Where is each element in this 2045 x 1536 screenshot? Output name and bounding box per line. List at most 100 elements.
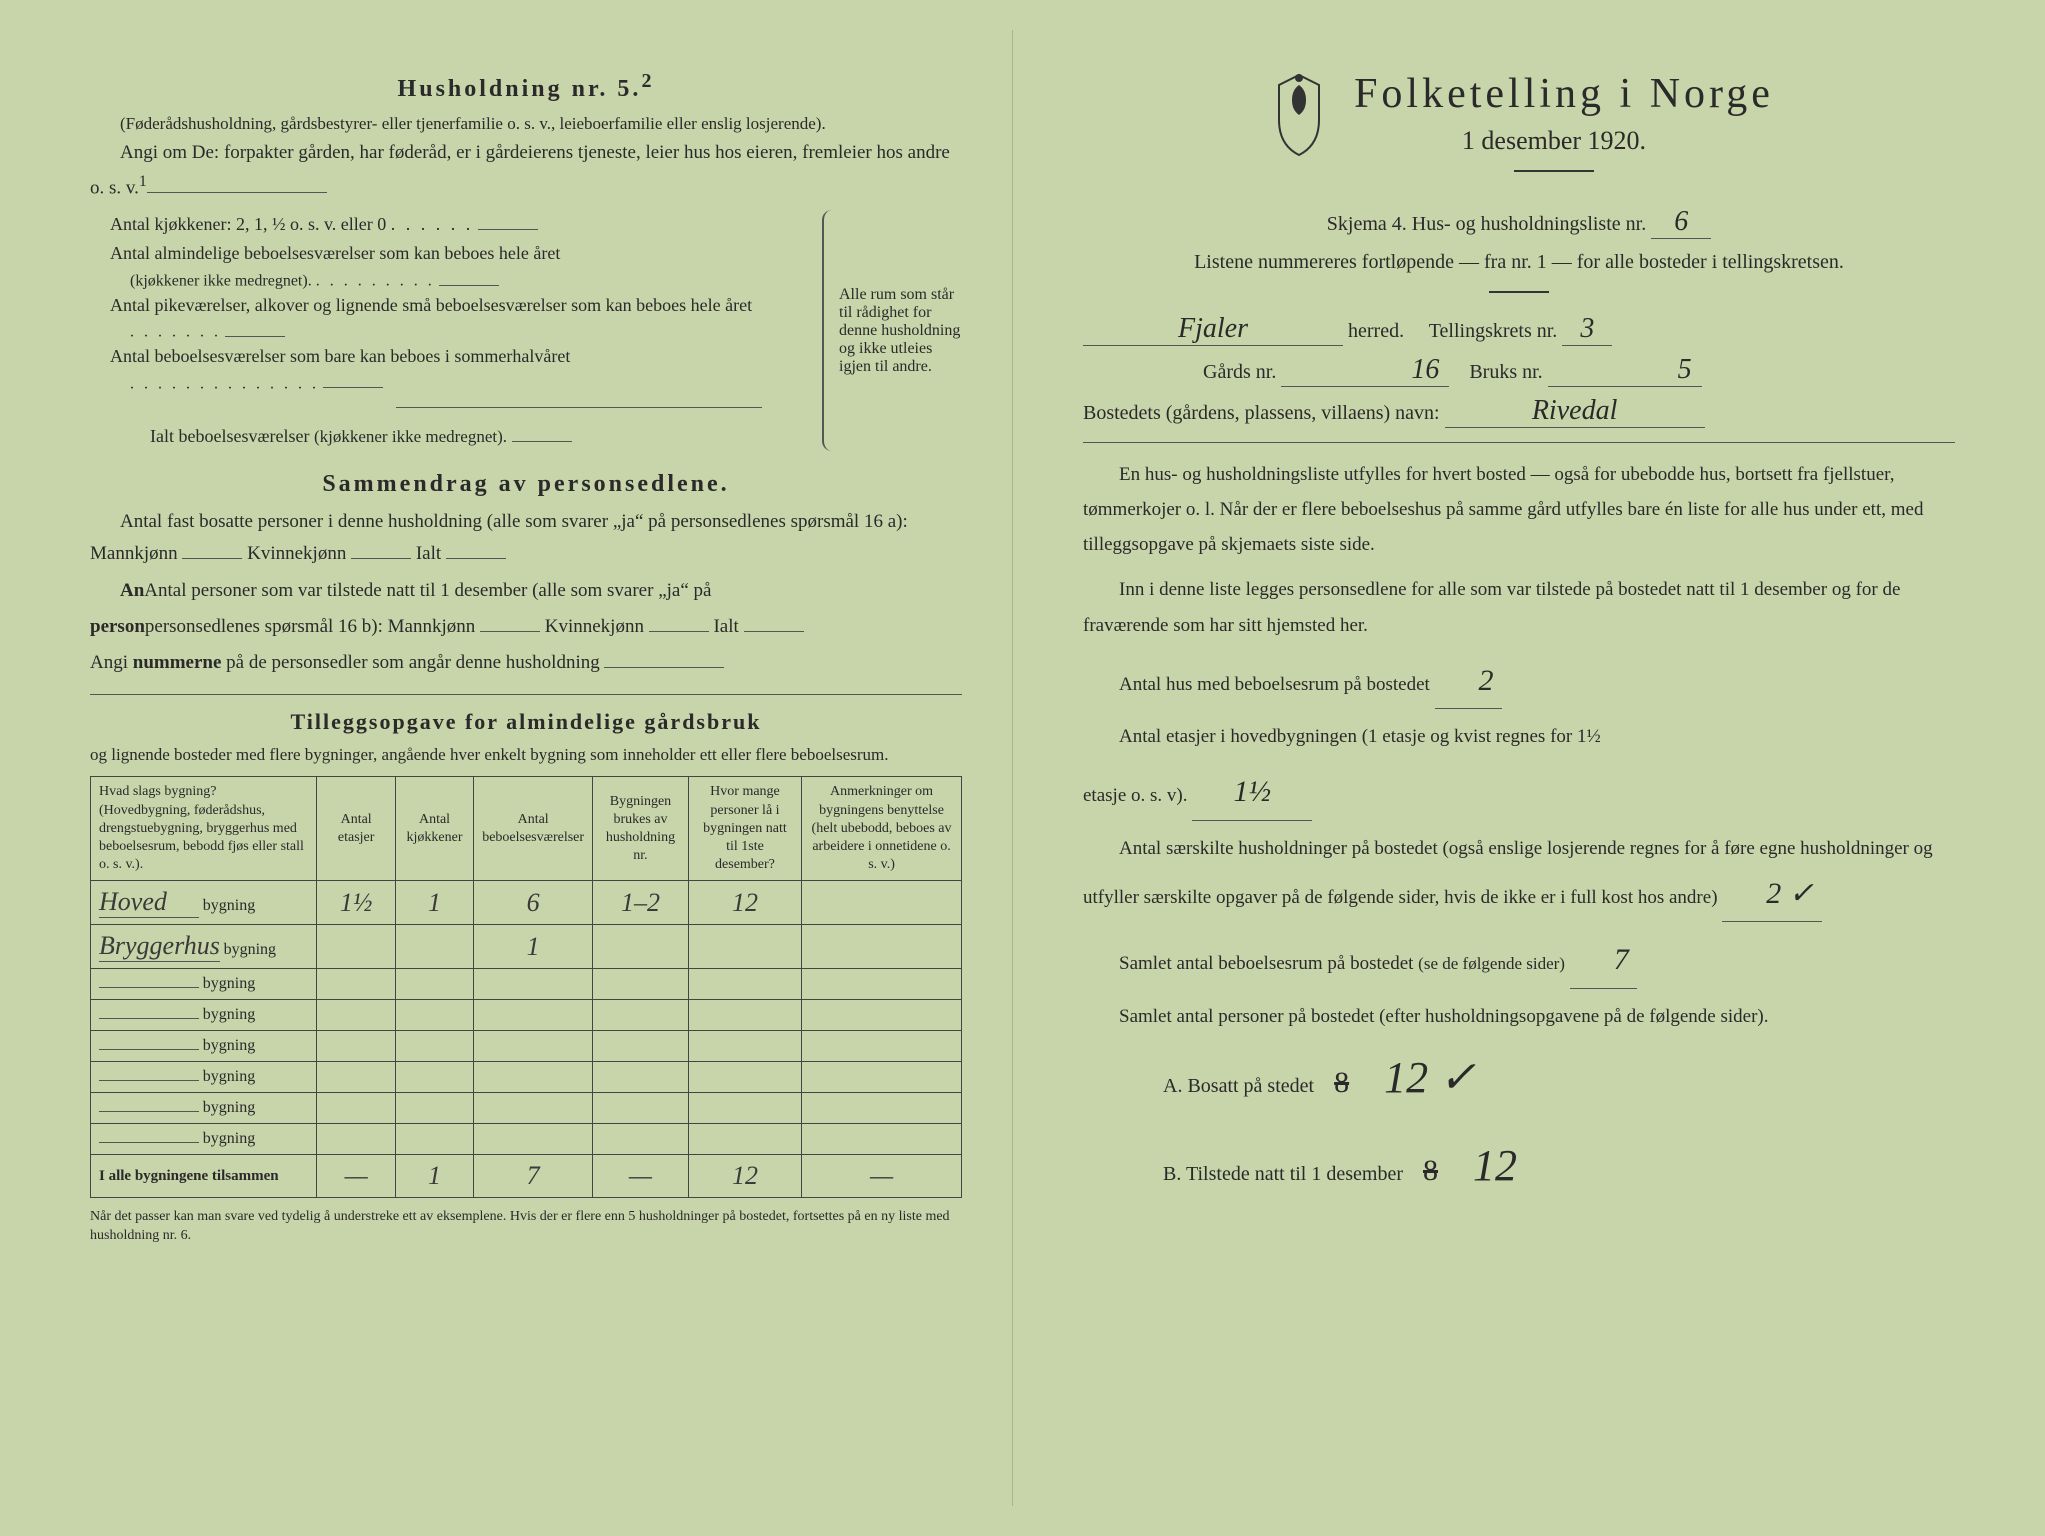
row-rum[interactable] (474, 1031, 593, 1062)
row-anm[interactable] (802, 1124, 962, 1155)
tillegg-heading: Tilleggsopgave for almindelige gårdsbruk (90, 709, 962, 735)
row-rum[interactable] (474, 1093, 593, 1124)
row-rum[interactable] (474, 1062, 593, 1093)
row-pers[interactable] (688, 925, 801, 969)
row-anm[interactable] (802, 1062, 962, 1093)
row-etasjer[interactable] (317, 925, 395, 969)
row-building-type[interactable]: Hoved bygning (91, 881, 317, 925)
household-heading-text: Husholdning nr. 5. (398, 76, 642, 102)
krets-field[interactable]: 3 (1562, 313, 1612, 346)
row-kjokken[interactable] (395, 1000, 473, 1031)
row-kjokken[interactable] (395, 925, 473, 969)
qA-label: A. Bosatt på stedet (1163, 1075, 1314, 1097)
row-kjokken[interactable] (395, 1124, 473, 1155)
row-etasjer[interactable] (317, 1093, 395, 1124)
row-hush[interactable] (593, 969, 689, 1000)
row-kjokken[interactable] (395, 1031, 473, 1062)
row-etasjer[interactable] (317, 1031, 395, 1062)
skjema-nr-field[interactable]: 6 (1651, 206, 1711, 239)
row-building-type[interactable]: bygning (91, 1093, 317, 1124)
row-pers[interactable]: 12 (688, 881, 801, 925)
title-text-block: Folketelling i Norge 1 desember 1920. (1334, 70, 1774, 186)
row-pers[interactable] (688, 969, 801, 1000)
mann-blank-2[interactable] (480, 611, 540, 632)
th-0: Hvad slags bygning? (Hovedbygning, føder… (91, 777, 317, 881)
summary-p2: AnAntal personer som var tilstede natt t… (90, 575, 962, 607)
row-building-type[interactable]: bygning (91, 1062, 317, 1093)
row-kjokken[interactable]: 1 (395, 881, 473, 925)
table-footer: I alle bygningene tilsammen — 1 7 — 12 — (91, 1155, 962, 1198)
rooms-maid-blank[interactable] (225, 319, 285, 337)
row-hush[interactable] (593, 1124, 689, 1155)
table-row: bygning (91, 1093, 962, 1124)
row-kjokken[interactable] (395, 1093, 473, 1124)
kvinne-blank-2[interactable] (649, 611, 709, 632)
q3-value[interactable]: 2 ✓ (1722, 866, 1822, 923)
row-anm[interactable] (802, 881, 962, 925)
summary-p3-blank[interactable] (604, 647, 724, 668)
qB-value[interactable]: 12 (1473, 1141, 1517, 1190)
row-etasjer[interactable]: 1½ (317, 881, 395, 925)
gards-field[interactable]: 16 (1281, 354, 1449, 387)
row-etasjer[interactable] (317, 1124, 395, 1155)
antal-bold: An (120, 580, 144, 601)
row-building-type[interactable]: bygning (91, 969, 317, 1000)
rooms-all-year-blank[interactable] (439, 268, 499, 286)
summary-p3-text: på de personsedler som angår denne husho… (226, 652, 600, 673)
row-rum[interactable] (474, 969, 593, 1000)
row-building-type[interactable]: bygning (91, 1000, 317, 1031)
qA: A. Bosatt på stedet 8 12 ✓ (1083, 1034, 1955, 1122)
q2-label-b: etasje o. s. v). (1083, 785, 1187, 806)
row-pers[interactable] (688, 1093, 801, 1124)
herred-field[interactable]: Fjaler (1083, 313, 1343, 346)
row-anm[interactable] (802, 969, 962, 1000)
kvinne-blank-1[interactable] (351, 539, 411, 560)
row-hush[interactable] (593, 925, 689, 969)
row-rum[interactable] (474, 1000, 593, 1031)
summary-p2b-text: personsedlenes spørsmål 16 b): Mannkjønn (145, 616, 475, 637)
divider-1 (90, 694, 962, 695)
row-etasjer[interactable] (317, 969, 395, 1000)
row-rum[interactable] (474, 1124, 593, 1155)
row-rum[interactable]: 6 (474, 881, 593, 925)
total-rum: 7 (474, 1155, 593, 1198)
q4-value[interactable]: 7 (1570, 932, 1637, 989)
row-hush[interactable] (593, 1062, 689, 1093)
q1-value[interactable]: 2 (1435, 653, 1502, 710)
qA-value[interactable]: 12 ✓ (1384, 1053, 1476, 1102)
tillegg-note-text: og lignende bosteder med flere bygninger… (90, 745, 889, 764)
row-building-type[interactable]: bygning (91, 1031, 317, 1062)
row-etasjer[interactable] (317, 1062, 395, 1093)
row-rum[interactable]: 1 (474, 925, 593, 969)
row-kjokken[interactable] (395, 1062, 473, 1093)
q2-value[interactable]: 1½ (1192, 764, 1312, 821)
row-pers[interactable] (688, 1000, 801, 1031)
rooms-summer-blank[interactable] (323, 371, 383, 389)
row-building-type[interactable]: bygning (91, 1124, 317, 1155)
row-hush[interactable] (593, 1031, 689, 1062)
rooms-total-blank[interactable] (512, 423, 572, 443)
row-etasjer[interactable] (317, 1000, 395, 1031)
row-hush[interactable] (593, 1093, 689, 1124)
row-pers[interactable] (688, 1031, 801, 1062)
row-pers[interactable] (688, 1062, 801, 1093)
row-hush[interactable]: 1–2 (593, 881, 689, 925)
row-kjokken[interactable] (395, 969, 473, 1000)
angi-blank[interactable] (147, 172, 327, 193)
row-anm[interactable] (802, 925, 962, 969)
total-pers: 12 (688, 1155, 801, 1198)
row-anm[interactable] (802, 1093, 962, 1124)
bosted-field[interactable]: Rivedal (1445, 395, 1705, 428)
row-building-type[interactable]: Bryggerhus bygning (91, 925, 317, 969)
mann-blank-1[interactable] (182, 539, 242, 560)
row-hush[interactable] (593, 1000, 689, 1031)
rule-2 (1489, 291, 1549, 293)
ialt-blank-1[interactable] (446, 539, 506, 560)
bruks-field[interactable]: 5 (1548, 354, 1702, 387)
row-anm[interactable] (802, 1000, 962, 1031)
row-anm[interactable] (802, 1031, 962, 1062)
row-pers[interactable] (688, 1124, 801, 1155)
kitchens-blank[interactable] (478, 211, 538, 231)
person-bold: person (90, 616, 145, 637)
ialt-blank-2[interactable] (744, 611, 804, 632)
